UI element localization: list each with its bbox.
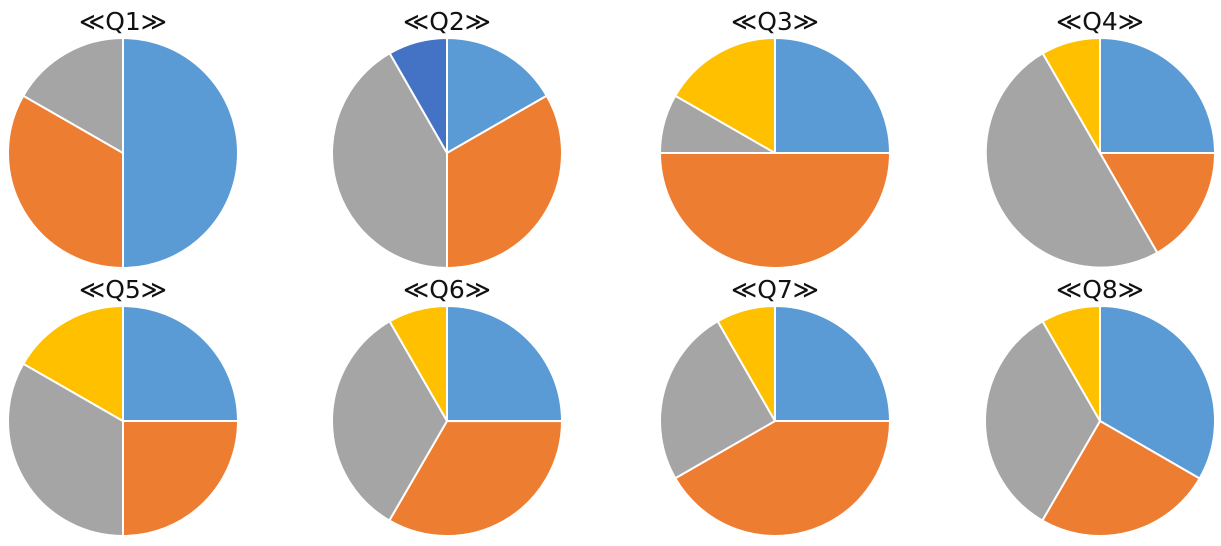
pie-slice-3 [22,37,124,154]
pie-plot [659,305,891,537]
pie-slice-4 [1041,305,1101,422]
chart-title: ≪Q1≫ [79,7,167,36]
pie-chart-q4: ≪Q4≫ [975,8,1221,278]
pie-slice-2 [122,420,239,537]
pie-chart-q8: ≪Q8≫ [975,276,1221,546]
pie-plot [659,37,891,269]
pie-plot [7,37,239,269]
pie-slice-1 [774,37,891,154]
chart-title: ≪Q3≫ [731,7,819,36]
pie-slice-1 [1099,305,1216,480]
pie-chart-q5: ≪Q5≫ [0,276,248,546]
chart-title: ≪Q6≫ [403,275,491,304]
pie-chart-grid: ≪Q1≫ ≪Q2≫ ≪Q3≫ ≪Q4≫ ≪Q5≫ ≪Q6≫ ≪Q7≫ ≪Q8≫ [0,8,1221,537]
pie-slice-2 [388,420,563,537]
pie-chart-q1: ≪Q1≫ [0,8,248,278]
pie-slice-1 [446,305,564,423]
pie-slice-2 [1099,152,1216,254]
pie-slice-4 [388,37,448,154]
pie-slice-2 [7,94,124,269]
pie-slice-3 [331,52,448,269]
pie-slice-4 [22,305,124,422]
pie-slice-1 [122,305,239,422]
chart-title: ≪Q8≫ [1056,275,1144,304]
pie-slice-3 [984,52,1159,269]
pie-slice-1 [1099,37,1216,154]
chart-title: ≪Q7≫ [731,275,819,304]
chart-title: ≪Q2≫ [403,7,491,36]
pie-slice-1 [774,305,891,422]
pie-slice-4 [716,305,776,422]
pie-slice-2 [674,420,891,537]
pie-slice-1 [446,37,548,154]
pie-plot [7,305,239,537]
pie-slice-2 [659,152,891,269]
pie-chart-q7: ≪Q7≫ [650,276,900,546]
chart-title: ≪Q5≫ [79,275,167,304]
pie-chart-q3: ≪Q3≫ [650,8,900,278]
pie-slice-2 [1041,420,1201,537]
pie-chart-q6: ≪Q6≫ [322,276,572,546]
pie-slice-1 [122,37,239,269]
pie-slice-4 [674,37,776,154]
pie-slice-4 [388,305,448,422]
pie-slice-4 [1041,37,1101,154]
pie-plot [984,305,1216,537]
chart-title: ≪Q4≫ [1056,7,1144,36]
pie-slice-2 [446,94,563,269]
pie-plot [331,37,563,269]
pie-slice-3 [659,320,776,480]
pie-chart-q2: ≪Q2≫ [322,8,572,278]
pie-plot [984,37,1216,269]
pie-plot [331,305,564,537]
